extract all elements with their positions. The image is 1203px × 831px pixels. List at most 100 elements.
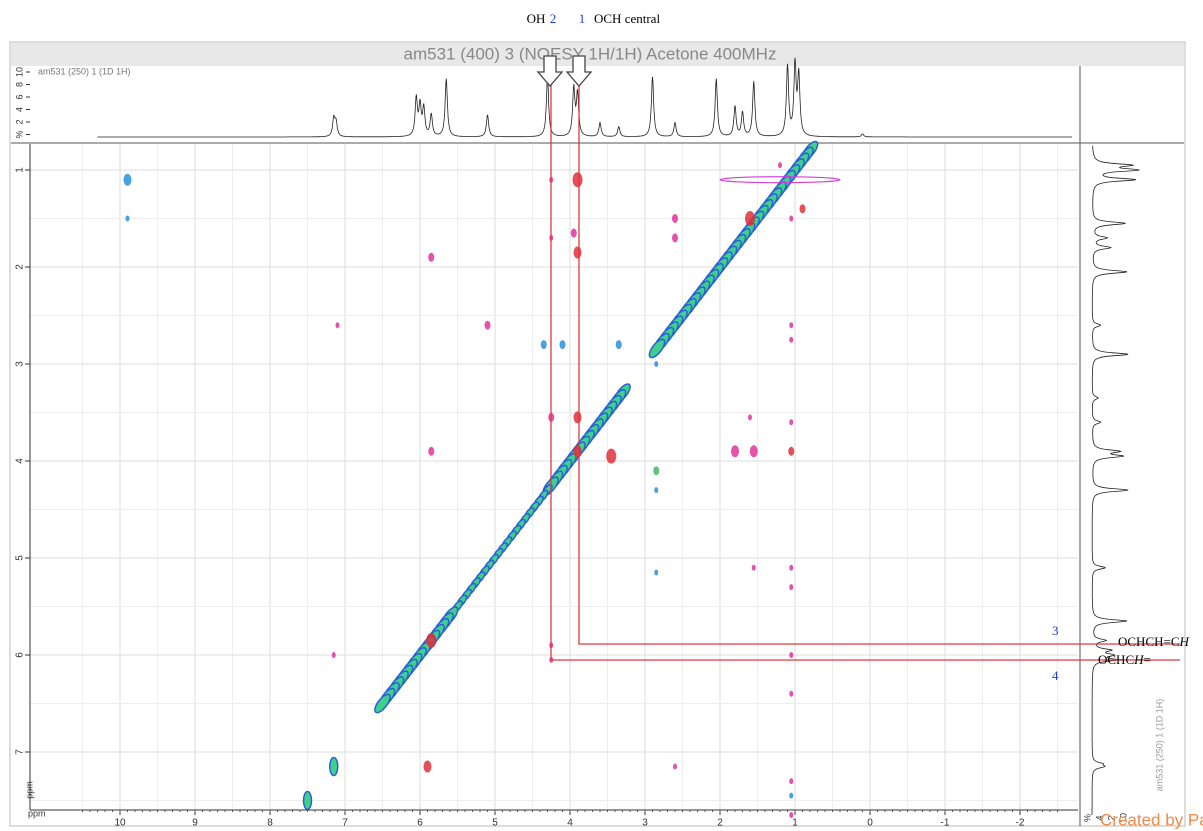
top-spectrum <box>97 57 1073 138</box>
y-tick-label: 1 <box>15 167 26 173</box>
diagonal-peak <box>329 756 339 777</box>
text: H <box>1179 634 1190 649</box>
arrow <box>536 55 564 87</box>
side-spectrum <box>1091 145 1140 815</box>
label-1: 1 <box>579 11 586 26</box>
cross-peak <box>606 448 617 464</box>
cross-peak <box>572 172 583 188</box>
cross-peak <box>745 211 755 226</box>
watermark: Created by Paint X <box>1100 810 1203 829</box>
cross-peak <box>123 173 132 186</box>
och-central-label: OCH central <box>594 11 660 26</box>
cross-peak <box>573 411 582 424</box>
cross-peak <box>789 652 794 658</box>
diagonal-peak <box>648 338 666 359</box>
side-tick-label: 10 <box>1118 813 1128 823</box>
cross-peak <box>484 320 491 330</box>
x-tick-label: 9 <box>192 818 198 829</box>
cross-peak <box>654 569 659 576</box>
x-tick-label: 0 <box>867 818 873 829</box>
oh-label: OH <box>527 11 546 26</box>
diagonal-peak <box>374 693 391 714</box>
cross-peak <box>751 564 756 571</box>
top-spectrum-label: am531 (250) 1 (1D 1H) <box>38 66 131 76</box>
cross-peak <box>428 252 435 262</box>
correlation-line <box>578 85 1180 645</box>
och-label: OCHCH= <box>1098 652 1151 667</box>
text: = <box>1144 652 1151 667</box>
cross-peak <box>654 361 659 367</box>
cross-peak <box>428 446 435 456</box>
cross-peak <box>653 466 660 476</box>
text: OCHCH=C <box>1118 634 1180 649</box>
y-tick-label: 2 <box>15 264 26 270</box>
x-tick-label: 5 <box>492 818 498 829</box>
label-2: 2 <box>550 11 557 26</box>
cross-peak <box>789 336 794 343</box>
x-tick-label: 6 <box>417 818 423 829</box>
cross-peak <box>654 487 659 494</box>
x-tick-label: 2 <box>717 818 723 829</box>
text: H <box>1133 652 1144 667</box>
cross-peak <box>672 233 678 243</box>
side-tick-label: % <box>1082 814 1092 822</box>
cross-peak <box>423 760 432 773</box>
cross-peak <box>331 652 336 658</box>
frame <box>9 41 1186 827</box>
side-tick-label: 2 <box>1106 815 1116 820</box>
cross-peak <box>559 340 566 350</box>
cross-peak <box>789 564 794 571</box>
label-4: 4 <box>1052 668 1059 683</box>
correlation-line <box>550 85 1180 661</box>
x-tick-label: 4 <box>567 818 573 829</box>
x-unit: ppm <box>28 808 46 818</box>
top-tick-label: % <box>14 130 24 138</box>
cross-peak <box>540 340 547 350</box>
side-spectrum-label: am531 (250) 1 (1D 1H) <box>1154 699 1164 792</box>
och-label: OCHCH=CH <box>1118 634 1190 649</box>
cross-peak <box>731 445 739 458</box>
x-tick-label: 7 <box>342 818 348 829</box>
cross-peak <box>789 584 794 591</box>
cross-peak <box>673 763 677 770</box>
arrow <box>565 55 593 87</box>
y-tick-label: 6 <box>15 652 26 658</box>
cross-peak <box>335 322 340 329</box>
cross-peak <box>789 215 794 222</box>
diagonal-peak <box>302 790 313 811</box>
y-tick-label: 5 <box>15 555 26 561</box>
x-tick-label: 8 <box>267 818 273 829</box>
label-3: 3 <box>1052 623 1059 638</box>
cross-peak <box>789 792 794 799</box>
cross-peak <box>789 812 794 819</box>
cross-peak <box>573 445 582 458</box>
x-tick-label: 3 <box>642 818 648 829</box>
title-bar <box>11 43 1184 66</box>
cross-peak <box>789 419 794 426</box>
cross-peak <box>615 340 622 350</box>
y-unit: ppm <box>24 781 34 799</box>
top-tick-label: 4 <box>14 107 24 112</box>
cross-peak <box>778 162 782 169</box>
side-tick-label: 4 <box>1094 815 1104 820</box>
correlation-lines <box>550 85 1180 661</box>
x-tick-label: 1 <box>792 818 798 829</box>
cross-peak <box>426 632 437 648</box>
cross-peak <box>570 228 577 238</box>
cross-peak <box>789 778 794 785</box>
text: OCHC <box>1098 652 1134 667</box>
top-tick-label: 2 <box>14 119 24 124</box>
cross-peak <box>125 215 130 222</box>
cross-peak <box>573 246 582 259</box>
cross-peak <box>789 322 794 329</box>
x-tick-label: -2 <box>1016 818 1025 829</box>
x-tick-label: 10 <box>114 818 126 829</box>
title: am531 (400) 3 (NOESY 1H/1H) Acetone 400M… <box>404 44 777 63</box>
cross-peak <box>789 690 794 697</box>
cross-peak <box>672 214 678 223</box>
y-tick-label: 7 <box>15 749 26 755</box>
y-tick-label: 4 <box>15 458 26 464</box>
streak <box>719 176 841 184</box>
top-tick-label: 6 <box>14 94 24 99</box>
